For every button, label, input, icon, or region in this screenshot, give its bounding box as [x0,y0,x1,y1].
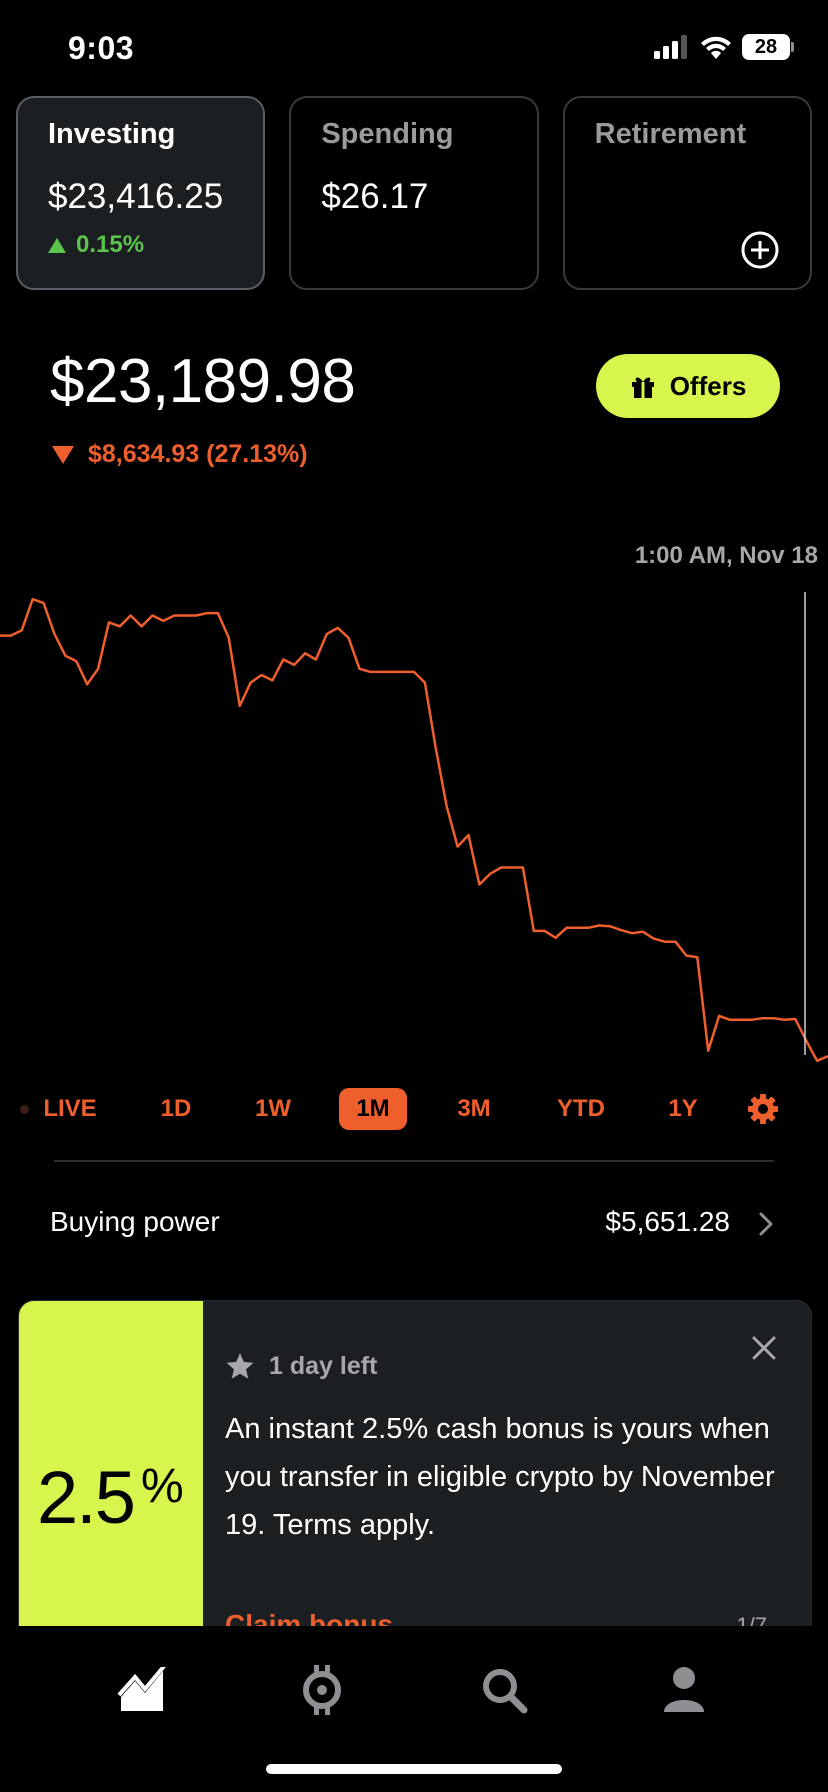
gift-icon [631,377,654,398]
nav-search[interactable] [474,1660,534,1720]
status-icons: 28 [654,34,794,60]
chart-line [0,597,828,1063]
arrow-down-icon [52,445,74,464]
buying-power-value: $5,651.28 [605,1206,730,1237]
promo-text: An instant 2.5% cash bonus is yours when… [225,1413,775,1541]
signal-icon [654,35,687,59]
promo-percent: 2.5 [37,1456,136,1539]
buying-power-row[interactable]: Buying power $5,651.28 [50,1198,780,1248]
account-change-value: 0.15% [76,231,145,258]
account-value: $26.17 [321,177,429,216]
arrow-up-icon [48,237,66,253]
status-time: 9:03 [68,30,135,66]
account-card-investing[interactable]: Investing $23,416.25 0.15% [16,96,266,290]
account-cards: Investing $23,416.25 0.15% Spending $26.… [16,96,812,290]
offers-button[interactable]: Offers [596,354,780,418]
nav-investing[interactable] [112,1660,172,1720]
range-3m[interactable]: 3M [457,1095,491,1122]
promo-page-indicator: 1/7 [736,1613,767,1630]
portfolio-chart[interactable] [0,580,828,1080]
portfolio-change: $8,634.93 (27.13%) [52,440,308,469]
promo-tag-text: 1 day left [269,1351,378,1380]
promo-percent-sign: % [141,1460,184,1513]
close-icon[interactable] [751,1335,777,1361]
search-icon [483,1669,528,1714]
portfolio-change-value: $8,634.93 (27.13%) [88,440,308,468]
nav-crypto[interactable] [292,1660,352,1720]
home-indicator [266,1764,562,1774]
chevron-right-icon [759,1212,773,1236]
chart-timestamp: 1:00 AM, Nov 18 [634,542,818,569]
account-change: 0.15% [48,231,233,259]
range-1m[interactable]: 1M [339,1088,407,1130]
claim-bonus-link[interactable]: Claim bonus [225,1609,394,1630]
battery-icon: 28 [742,34,794,60]
promo-card[interactable]: 2.5 % 1 day left An instant 2.5% cash bo… [18,1300,812,1630]
divider [54,1160,774,1162]
crypto-icon [303,1665,341,1715]
range-1d[interactable]: 1D [160,1095,192,1122]
portfolio-value: $23,189.98 [50,347,356,416]
profile-icon [664,1667,704,1712]
nav-profile[interactable] [654,1660,714,1720]
range-ytd[interactable]: YTD [557,1095,605,1122]
account-card-spending[interactable]: Spending $26.17 [289,96,539,290]
offers-label: Offers [669,370,747,401]
account-card-retirement[interactable]: Retirement [562,96,812,290]
account-name: Investing [48,118,176,150]
range-1y[interactable]: 1Y [668,1095,698,1122]
time-range-selector: LIVE 1D 1W 1M 3M YTD 1Y [0,1088,828,1132]
buying-power-label: Buying power [50,1206,220,1237]
promo-tag: 1 day left [225,1351,377,1381]
battery-level: 28 [754,36,778,58]
wifi-icon [701,36,731,59]
range-1w[interactable]: 1W [255,1095,291,1122]
promo-badge: 2.5 % [19,1301,203,1629]
add-circle-icon[interactable] [740,230,780,270]
account-name: Spending [321,118,454,150]
range-live[interactable]: LIVE [43,1095,97,1122]
live-dot-icon [20,1105,29,1114]
star-icon [226,1353,254,1379]
status-bar: 9:03 28 [0,0,828,100]
chart-icon [117,1667,166,1711]
account-value: $23,416.25 [48,177,224,216]
account-name: Retirement [594,118,747,150]
gear-icon[interactable] [748,1094,778,1124]
